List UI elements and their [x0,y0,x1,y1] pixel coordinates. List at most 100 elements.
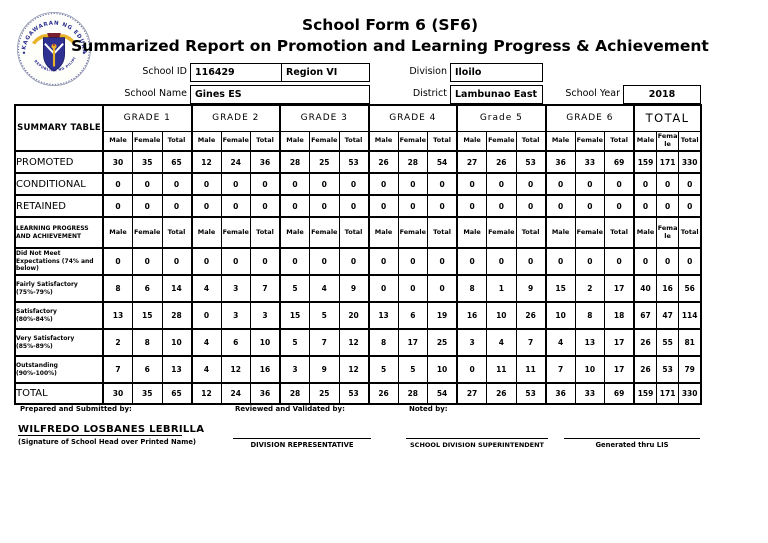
data-cell: 5 [279,274,311,303]
data-cell: 0 [190,172,222,196]
data-cell: 10 [250,328,281,357]
data-cell: 25 [309,150,340,174]
region-value: Region VI [281,63,370,82]
data-cell: 30 [102,150,133,174]
data-cell: 4 [486,328,517,357]
signature-line [406,430,548,439]
col-header-female: Female [486,130,517,152]
school-year-label: School Year [565,88,620,99]
progress-row: Did Not Meet Expectations (74% and below… [14,247,702,276]
data-cell: 36 [250,150,281,174]
seal-banner [47,33,61,38]
col-header-female: Female [132,130,163,152]
data-cell: 53 [515,382,547,405]
data-cell: 0 [309,172,340,196]
data-cell: 12 [220,355,252,384]
district-label: District [412,88,447,99]
data-cell: 28 [397,382,429,405]
col-header-total: Total [515,216,547,249]
data-cell: 0 [338,247,370,276]
data-cell: 0 [427,172,458,196]
data-cell: 0 [544,247,576,276]
data-cell: 4 [190,355,222,384]
superintendent-caption: SCHOOL DIVISION SUPERINTENDENT [410,441,544,449]
col-header-male: Male [279,130,311,152]
data-cell: 20 [338,301,370,330]
data-cell: 28 [279,150,311,174]
form-title: School Form 6 (SF6) [301,16,479,34]
data-cell: 10 [161,328,193,357]
row-label: Very Satisfactory (85%-89%) [14,328,104,357]
signature-line [564,430,700,439]
data-cell: 0 [250,194,281,218]
col-header-female: Female [397,216,429,249]
data-cell: 24 [220,382,252,405]
data-cell: 12 [190,150,222,174]
data-cell: 5 [397,355,429,384]
data-cell: 17 [604,328,635,357]
school-head-caption: (Signature of School Head over Printed N… [18,438,197,446]
data-cell: 15 [132,301,163,330]
promotion-row: PROMOTED 30 35 65 12 24 36 28 25 53 26 28 54 27 26 53 36… [14,150,702,174]
data-cell: 13 [574,328,606,357]
data-cell: 330 [678,150,702,174]
grade-group-header: GRADE 6 [544,104,635,132]
col-header-male: Male [190,130,222,152]
data-cell: 0 [486,247,517,276]
data-cell: 8 [132,328,163,357]
total-row: TOTAL 30 35 65 12 24 36 28 25 53 26 28 54 27 26 53 36 33 6… [14,382,702,405]
data-cell: 159 [633,150,657,174]
col-header-total: Total [161,216,193,249]
data-cell: 0 [633,247,657,276]
form-title-block: School Form 6 (SF6) Summarized Report on… [20,16,760,56]
school-id-label: School ID [142,66,187,77]
data-cell: 3 [220,274,252,303]
data-cell: 13 [367,301,399,330]
data-cell: 17 [604,355,635,384]
grade-group-header: GRADE 3 [279,104,370,132]
col-header-male: Male [190,216,222,249]
data-cell: 0 [427,274,458,303]
row-label: Did Not Meet Expectations (74% and below… [14,247,104,276]
data-cell: 3 [220,301,252,330]
row-label: Satisfactory (80%-84%) [14,301,104,330]
data-cell: 16 [456,301,488,330]
data-cell: 0 [220,247,252,276]
data-cell: 55 [655,328,680,357]
data-cell: 0 [250,172,281,196]
data-cell: 13 [161,355,193,384]
data-cell: 0 [678,194,702,218]
data-cell: 12 [338,328,370,357]
data-cell: 0 [102,172,133,196]
data-cell: 4 [309,274,340,303]
superintendent-block: SCHOOL DIVISION SUPERINTENDENT [406,430,548,449]
data-cell: 69 [604,150,635,174]
col-header-total: Total [427,130,458,152]
summary-table: SUMMARY TABLE GRADE 1 GRADE 2 GRADE 3 GRADE … [14,104,703,405]
data-cell: 0 [515,194,547,218]
data-cell: 0 [220,172,252,196]
data-cell: 0 [279,172,311,196]
col-header-male: Male [633,130,657,152]
data-cell: 0 [633,194,657,218]
data-cell: 0 [544,194,576,218]
data-cell: 0 [102,247,133,276]
col-header-female: Female [220,216,252,249]
data-cell: 65 [161,382,193,405]
promotion-row: RETAINED 0 0 0 0 0 0 0 0 0 0 0 0 0 0 0 0 0 0 0 0 0 [14,194,702,218]
data-cell: 0 [279,247,311,276]
data-cell: 26 [486,382,517,405]
data-cell: 26 [633,355,657,384]
col-header-female: Female [574,216,606,249]
data-cell: 0 [102,194,133,218]
form-subtitle: Summarized Report on Promotion and Learn… [71,36,709,55]
data-cell: 0 [574,172,606,196]
col-header-total: Total [250,130,281,152]
data-cell: 0 [397,247,429,276]
school-name-value: Gines ES [190,85,370,104]
data-cell: 26 [515,301,547,330]
progress-row: Outstanding (90%-100%) 7 6 13 4 12 16 3 9 12 5 5 10 0… [14,355,702,384]
data-cell: 0 [456,194,488,218]
row-label: Fairly Satisfactory (75%-79%) [14,274,104,303]
data-cell: 0 [574,247,606,276]
